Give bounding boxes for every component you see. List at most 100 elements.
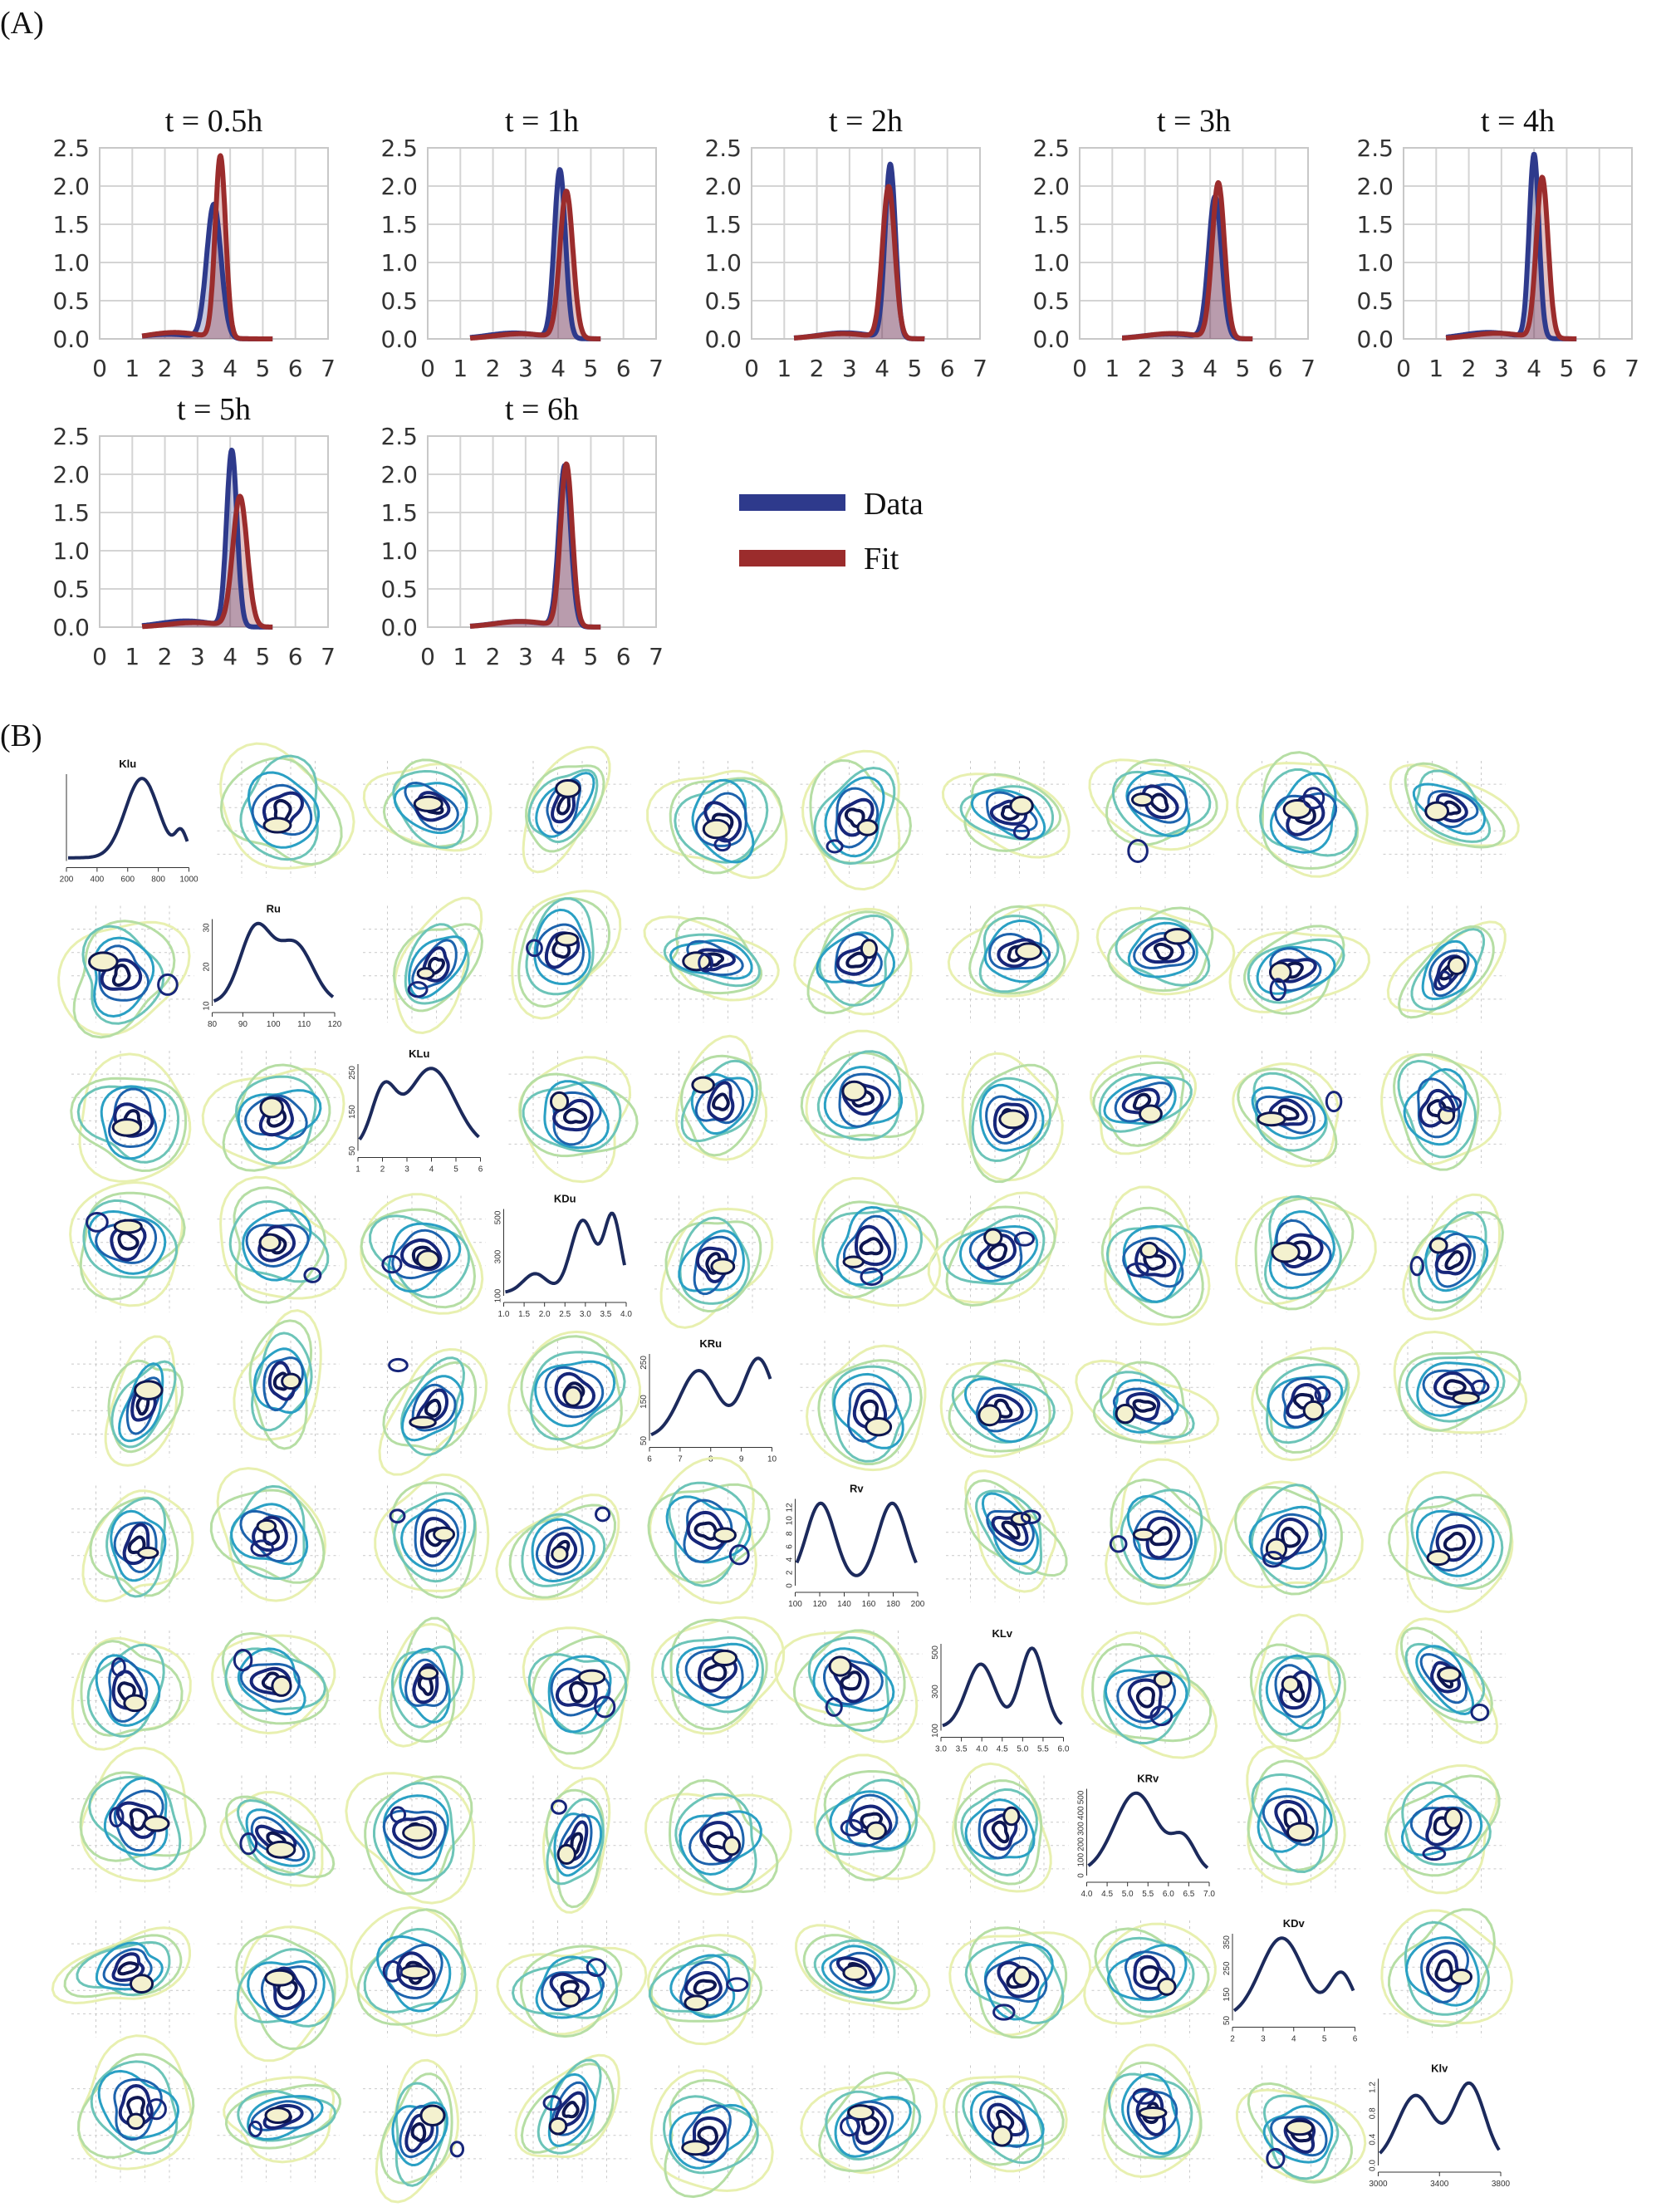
contour-secondary-peak <box>698 953 713 973</box>
y-tick-label: 0.0 <box>1032 326 1070 353</box>
contour-line <box>1263 1194 1343 1300</box>
contour-plot <box>800 1176 942 1312</box>
y-tick-label: 2.5 <box>380 135 418 162</box>
contour-line <box>390 1645 463 1729</box>
contour-peak <box>134 1380 164 1400</box>
contour-line <box>373 1782 455 1882</box>
contour-line <box>551 2081 589 2136</box>
contour-line <box>988 932 1051 970</box>
contour-secondary-peak <box>1149 1705 1174 1727</box>
contour-peak <box>1009 796 1034 816</box>
y-tick-label: 0.5 <box>1032 287 1070 315</box>
contour-line <box>707 1081 735 1122</box>
contour-plot <box>1383 761 1520 878</box>
x-tick-label: 2.0 <box>539 1310 551 1319</box>
density-subplot: t = 5h 0.0 0.5 1.0 1.5 2.0 2.5 0 1 2 3 4 5 6 7 <box>52 392 335 670</box>
contour-line <box>1125 769 1191 838</box>
contour-line <box>1261 751 1360 871</box>
x-tick-label: 2 <box>380 1165 385 1175</box>
contour-line <box>1132 1399 1157 1413</box>
marginal-density-line <box>1232 1936 1355 2013</box>
contour-secondary-peak <box>1020 1509 1041 1525</box>
y-tick-label: 2.5 <box>52 423 90 450</box>
contour-line <box>248 1319 313 1450</box>
contour-peak <box>551 1545 569 1563</box>
contour-plot <box>508 1626 631 1770</box>
contour-plot <box>1089 1051 1214 1168</box>
x-tick-label: 2 <box>158 643 173 670</box>
x-tick-label: 5.0 <box>1017 1745 1028 1754</box>
x-tick-label: 600 <box>120 875 135 885</box>
contour-line <box>1272 958 1317 983</box>
contour-line <box>1105 1224 1203 1304</box>
contour-line <box>382 1809 447 1859</box>
contour-peak <box>129 1974 154 1994</box>
contour-line <box>380 2072 453 2185</box>
contour-line <box>1387 1908 1497 2028</box>
marginal-density-KDv: KDv 2 3 4 5 6 50 150 250 350 <box>1223 1917 1358 2044</box>
contour-peak <box>1130 792 1154 807</box>
y-tick-label: 4 <box>786 1557 795 1562</box>
x-tick-label: 3 <box>190 643 205 670</box>
x-tick-label: 1.0 <box>498 1310 510 1319</box>
x-tick-label: 1 <box>1105 355 1120 382</box>
contour-secondary-peak <box>247 2120 263 2138</box>
contour-plot <box>350 1905 486 2038</box>
contour-plot <box>71 1485 194 1603</box>
contour-line <box>1262 2094 1340 2180</box>
x-tick-label: 6 <box>478 1165 483 1175</box>
contour-peak <box>262 817 292 834</box>
y-tick-label: 500 <box>494 1210 503 1224</box>
contour-plot <box>508 890 631 1023</box>
marginal-density-KLv: KLv 3.0 3.5 4.0 4.5 5.0 5.5 6.0 100 300 500 <box>931 1627 1070 1754</box>
contour-secondary-peak <box>388 1357 409 1373</box>
contour-line <box>800 2077 938 2175</box>
contour-line <box>1075 1359 1220 1444</box>
contour-plot <box>941 761 1071 878</box>
contour-secondary-peak <box>389 1508 406 1524</box>
fit-density-line <box>140 153 275 341</box>
contour-line <box>1106 1944 1188 2002</box>
x-tick-label: 4 <box>1526 355 1541 382</box>
contour-line <box>832 1372 904 1449</box>
contour-plot <box>800 1341 927 1472</box>
contour-plot <box>1232 1051 1360 1168</box>
x-tick-label: 5 <box>256 355 271 382</box>
contour-line <box>219 742 355 870</box>
contour-peak <box>1449 1969 1472 1985</box>
contour-secondary-peak <box>1126 1262 1149 1278</box>
plot-frame <box>1403 147 1633 340</box>
contour-secondary-peak <box>595 1506 611 1523</box>
y-tick-label: 2.0 <box>52 461 90 488</box>
x-tick-label: 7 <box>1624 355 1639 382</box>
x-tick-label: 3 <box>1261 2035 1266 2044</box>
x-tick-label: 1000 <box>179 875 198 885</box>
contour-line <box>982 1812 1018 1852</box>
contour-plot <box>654 1034 777 1168</box>
contour-line <box>1420 1941 1470 2004</box>
contour-line <box>815 1200 938 1299</box>
data-fill <box>794 164 925 339</box>
contour-line <box>812 1647 895 1712</box>
x-tick-label: 160 <box>862 1600 876 1609</box>
contour-line <box>664 2078 760 2199</box>
contour-line <box>228 1199 330 1283</box>
fit-fill <box>1122 182 1253 339</box>
plot-frame <box>751 147 981 340</box>
contour-plot <box>363 1341 488 1476</box>
contour-line <box>363 1927 467 2013</box>
y-tick-label: 1.5 <box>1356 211 1394 238</box>
contour-line <box>375 2058 460 2204</box>
contour-line <box>1126 782 1188 824</box>
contour-line <box>985 1095 1037 1145</box>
contour-line <box>536 923 586 976</box>
contour-line <box>1444 1250 1464 1271</box>
contour-line <box>855 1224 892 1267</box>
contour-plot <box>946 904 1080 1023</box>
x-tick-label: 4 <box>223 643 238 670</box>
contour-line <box>561 2101 580 2119</box>
x-tick-label: 5 <box>256 643 271 670</box>
contour-line <box>70 1077 188 1173</box>
contour-line <box>562 1107 588 1125</box>
contour-secondary-peak <box>594 1695 616 1719</box>
